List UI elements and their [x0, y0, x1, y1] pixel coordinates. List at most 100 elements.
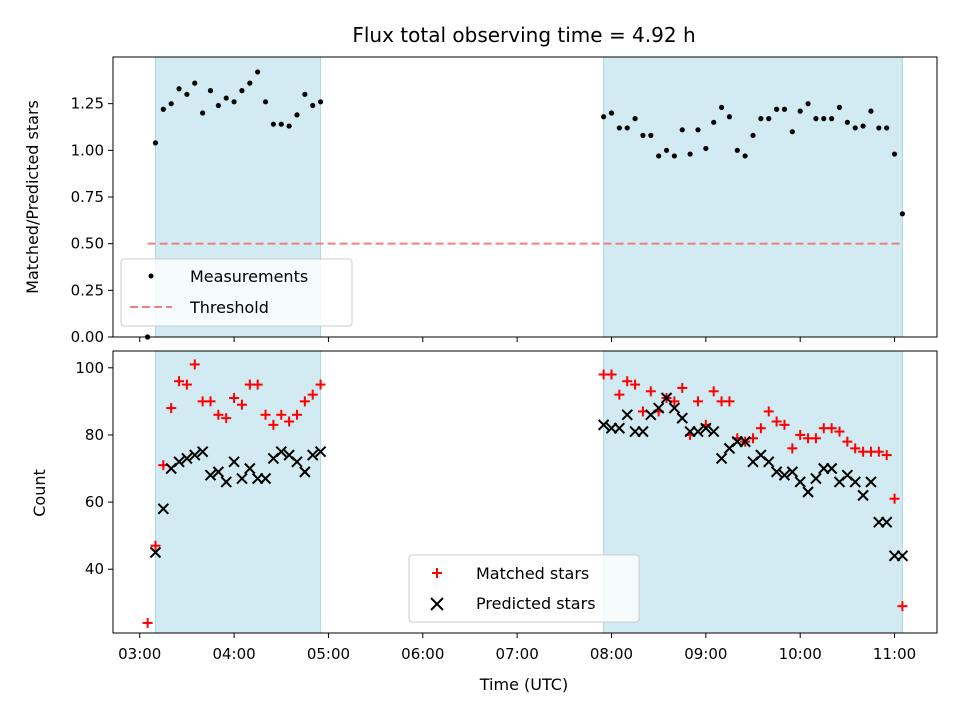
measurement-point [703, 145, 709, 152]
legend-threshold-label: Threshold [189, 298, 269, 317]
predicted-star-point [613, 422, 626, 434]
y-tick-label: 100 [75, 359, 104, 377]
matched-star-point [315, 379, 326, 390]
measurement-point [616, 125, 622, 131]
predicted-star-point [880, 516, 893, 528]
matched-star-point [236, 399, 247, 410]
matched-star-point [692, 396, 703, 407]
predicted-star-point [314, 446, 327, 458]
y-tick-label: 80 [85, 426, 104, 444]
predicted-star-point [220, 476, 232, 488]
predicted-star-point [291, 456, 303, 468]
measurement-point [687, 151, 693, 157]
legend-matched-label: Matched stars [476, 564, 589, 583]
measurement-point [200, 110, 206, 116]
matched-star-point [284, 416, 295, 427]
measurement-point [624, 125, 630, 131]
matched-star-point [763, 406, 774, 417]
x-tick-label: 10:00 [779, 645, 822, 663]
measurement-point [286, 123, 292, 129]
bottom-legend-box [408, 554, 640, 623]
shaded-interval [603, 56, 903, 338]
predicted-star-point [715, 452, 728, 465]
y-tick-label: 0.25 [71, 281, 104, 299]
matched-star-point [276, 409, 287, 420]
predicted-star-point [825, 462, 838, 475]
matched-star-point [189, 359, 200, 370]
y-tick-label: 60 [85, 493, 104, 511]
matched-star-point [252, 379, 263, 390]
matched-star-point [229, 393, 240, 403]
measurement-point [152, 140, 159, 146]
matched-star-point [622, 376, 633, 387]
predicted-star-point [196, 446, 209, 458]
measurement-point [160, 106, 166, 112]
bottom-panel-frame [112, 350, 938, 634]
measurement-point [608, 110, 615, 116]
predicted-star-point [244, 462, 256, 475]
measurement-point [255, 69, 261, 75]
predicted-star-point [770, 466, 783, 478]
predicted-star-point [707, 425, 720, 438]
predicted-star-point [652, 402, 665, 414]
matched-star-point [850, 443, 861, 454]
predicted-star-point [299, 466, 311, 478]
y-tick-label: 0.00 [71, 328, 104, 346]
shaded-interval [603, 350, 903, 634]
predicted-star-point [597, 419, 610, 431]
matched-star-point [645, 386, 656, 397]
measurement-point [278, 121, 284, 127]
measurement-point [231, 99, 237, 105]
measurement-point [876, 125, 882, 131]
matched-star-point [181, 379, 192, 390]
predicted-star-point [307, 449, 319, 461]
predicted-star-point [794, 476, 806, 488]
measurement-point [742, 153, 748, 159]
y-tick-label: 0.50 [71, 235, 104, 253]
shaded-interval [154, 350, 322, 634]
measurement-point [844, 119, 850, 125]
measurement-point [215, 102, 221, 109]
x-tick-label: 03:00 [118, 645, 161, 663]
matched-star-point [724, 396, 735, 407]
measurement-point [781, 106, 788, 112]
matched-star-point [755, 423, 766, 434]
predicted-star-point [810, 472, 822, 485]
bottom-y-axis-label: Count [30, 469, 49, 517]
matched-star-point [873, 446, 884, 457]
measurement-point [262, 99, 269, 105]
top-y-axis-label: Matched/Predicted stars [23, 100, 42, 294]
matched-star-point [174, 376, 185, 387]
measurement-point [176, 86, 182, 92]
measurement-point [270, 121, 276, 127]
predicted-star-point [692, 425, 704, 438]
matched-star-point [826, 423, 837, 434]
chart-title: Flux total observing time = 4.92 h [352, 23, 695, 47]
measurement-point [184, 91, 190, 97]
measurement-point [695, 127, 701, 133]
predicted-star-point [865, 476, 877, 488]
measurement-point [734, 147, 740, 153]
top-legend: Measurements Threshold [120, 258, 353, 327]
measurement-point [302, 91, 308, 97]
measurement-point [797, 108, 803, 114]
legend-matched-marker [432, 568, 442, 578]
matched-star-point [810, 433, 821, 444]
predicted-star-point [676, 412, 688, 424]
predicted-star-point [212, 466, 225, 478]
matched-star-point [677, 382, 688, 393]
measurement-point [891, 151, 898, 157]
matched-star-point [142, 617, 153, 628]
predicted-star-point [786, 466, 799, 478]
predicted-star-point [236, 472, 248, 485]
predicted-star-point [204, 469, 217, 481]
matched-star-point [842, 436, 853, 447]
predicted-star-point [275, 446, 287, 458]
matched-star-point [213, 409, 224, 420]
predicted-star-point [739, 435, 751, 448]
matched-star-point [614, 389, 625, 400]
measurement-point [247, 80, 253, 86]
matched-star-point [795, 429, 806, 440]
matched-star-point [307, 389, 318, 400]
